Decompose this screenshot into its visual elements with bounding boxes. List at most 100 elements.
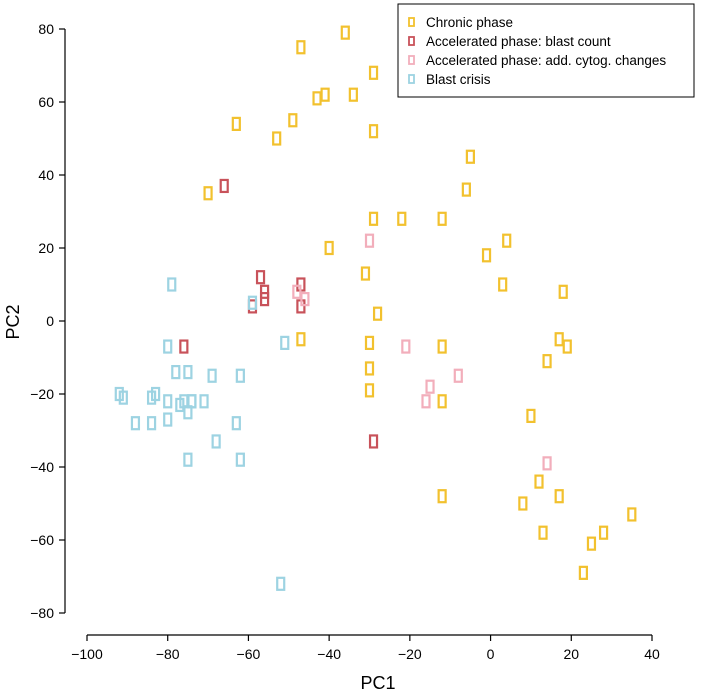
data-point-series-0 bbox=[437, 339, 447, 354]
y-tick-label: 80 bbox=[38, 21, 54, 37]
legend-label: Accelerated phase: add. cytog. changes bbox=[426, 53, 666, 68]
data-point-series-1 bbox=[219, 178, 229, 194]
legend: Chronic phase Accelerated phase: blast co… bbox=[397, 3, 695, 98]
data-point-series-3 bbox=[175, 397, 185, 413]
legend-marker bbox=[408, 17, 415, 27]
data-point-series-2 bbox=[425, 379, 435, 394]
legend-box bbox=[397, 3, 695, 98]
y-tick-label: −40 bbox=[30, 459, 54, 475]
data-point-series-0 bbox=[598, 525, 609, 540]
data-point-series-3 bbox=[276, 576, 286, 591]
data-point-series-1 bbox=[259, 292, 270, 307]
x-tick-label: 20 bbox=[563, 646, 579, 662]
data-point-series-3 bbox=[146, 390, 157, 405]
data-point-series-0 bbox=[437, 211, 447, 226]
data-point-series-0 bbox=[562, 339, 572, 354]
x-tick-label: −80 bbox=[156, 646, 180, 662]
data-point-series-2 bbox=[453, 368, 463, 383]
data-point-series-2 bbox=[364, 233, 375, 248]
data-point-series-0 bbox=[481, 248, 492, 263]
data-point-series-0 bbox=[348, 87, 358, 102]
data-point-series-0 bbox=[627, 507, 637, 522]
x-tick-label: −100 bbox=[71, 646, 103, 662]
y-tick-label: −80 bbox=[30, 605, 54, 621]
data-point-series-0 bbox=[437, 394, 447, 409]
data-point-series-3 bbox=[183, 365, 193, 380]
data-point-series-0 bbox=[340, 25, 350, 40]
data-point-series-0 bbox=[554, 489, 564, 504]
data-point-series-0 bbox=[272, 131, 282, 146]
y-tick-label: 20 bbox=[38, 240, 54, 256]
data-point-series-0 bbox=[465, 149, 475, 164]
data-point-series-0 bbox=[368, 211, 379, 226]
data-point-series-0 bbox=[360, 266, 371, 281]
data-point-series-0 bbox=[518, 496, 528, 511]
x-tick-label: −40 bbox=[317, 646, 341, 662]
data-point-series-2 bbox=[292, 284, 302, 299]
data-point-series-0 bbox=[368, 65, 379, 80]
data-point-series-0 bbox=[231, 116, 241, 132]
legend-label: Chronic phase bbox=[426, 15, 513, 30]
y-axis-title: PC2 bbox=[3, 304, 23, 339]
data-point-series-3 bbox=[247, 295, 258, 310]
data-point-series-0 bbox=[312, 91, 322, 106]
data-point-series-0 bbox=[586, 536, 597, 551]
data-point-series-1 bbox=[179, 339, 189, 354]
data-point-series-0 bbox=[372, 306, 383, 321]
data-point-series-0 bbox=[554, 332, 564, 347]
data-point-series-3 bbox=[146, 416, 157, 431]
data-point-series-3 bbox=[183, 405, 193, 420]
data-point-series-0 bbox=[324, 240, 334, 256]
data-point-series-3 bbox=[163, 412, 173, 427]
y-tick-label: −20 bbox=[30, 386, 54, 402]
x-tick-label: −60 bbox=[237, 646, 261, 662]
y-axis-ticks: −80 −60 −40 −20 0 20 40 60 80 bbox=[30, 21, 65, 621]
data-point-series-3 bbox=[235, 452, 245, 467]
y-tick-label: 40 bbox=[38, 167, 54, 183]
y-tick-label: 0 bbox=[46, 313, 54, 329]
data-point-series-2 bbox=[401, 339, 411, 354]
x-tick-label: 40 bbox=[644, 646, 660, 662]
data-point-series-3 bbox=[211, 434, 221, 449]
x-tick-label: −20 bbox=[398, 646, 422, 662]
data-point-series-0 bbox=[288, 113, 298, 128]
data-points bbox=[114, 25, 637, 591]
data-point-series-1 bbox=[255, 270, 266, 285]
data-point-series-3 bbox=[183, 452, 193, 467]
data-point-series-0 bbox=[296, 332, 306, 347]
data-point-series-0 bbox=[296, 40, 306, 55]
legend-label: Blast crisis bbox=[426, 72, 491, 87]
data-point-series-0 bbox=[368, 124, 379, 139]
data-point-series-0 bbox=[364, 361, 375, 376]
x-tick-label: 0 bbox=[487, 646, 495, 662]
data-point-series-3 bbox=[163, 394, 173, 409]
y-tick-label: 60 bbox=[38, 94, 54, 110]
data-point-series-0 bbox=[534, 474, 544, 489]
data-point-series-0 bbox=[538, 525, 548, 540]
x-axis-ticks: −100 −80 −60 −40 −20 0 20 40 bbox=[71, 635, 660, 662]
legend-marker bbox=[408, 74, 415, 84]
legend-label: Accelerated phase: blast count bbox=[426, 34, 611, 49]
data-point-series-2 bbox=[300, 292, 310, 307]
data-point-series-0 bbox=[558, 284, 568, 299]
data-point-series-0 bbox=[542, 354, 552, 369]
data-point-series-1 bbox=[259, 284, 270, 299]
data-point-series-0 bbox=[397, 211, 407, 226]
data-point-series-0 bbox=[461, 182, 471, 197]
data-point-series-0 bbox=[502, 233, 512, 248]
y-tick-label: −60 bbox=[30, 532, 54, 548]
legend-marker bbox=[408, 55, 415, 65]
data-point-series-0 bbox=[437, 489, 447, 504]
data-point-series-3 bbox=[199, 394, 209, 409]
data-point-series-3 bbox=[118, 390, 128, 405]
data-point-series-0 bbox=[320, 87, 330, 102]
data-point-series-3 bbox=[163, 339, 173, 354]
data-point-series-1 bbox=[368, 434, 379, 449]
data-point-series-3 bbox=[130, 416, 141, 431]
data-point-series-0 bbox=[498, 277, 508, 292]
data-point-series-0 bbox=[203, 186, 213, 201]
data-point-series-3 bbox=[171, 365, 181, 380]
data-point-series-2 bbox=[421, 394, 431, 409]
data-point-series-0 bbox=[526, 408, 536, 423]
